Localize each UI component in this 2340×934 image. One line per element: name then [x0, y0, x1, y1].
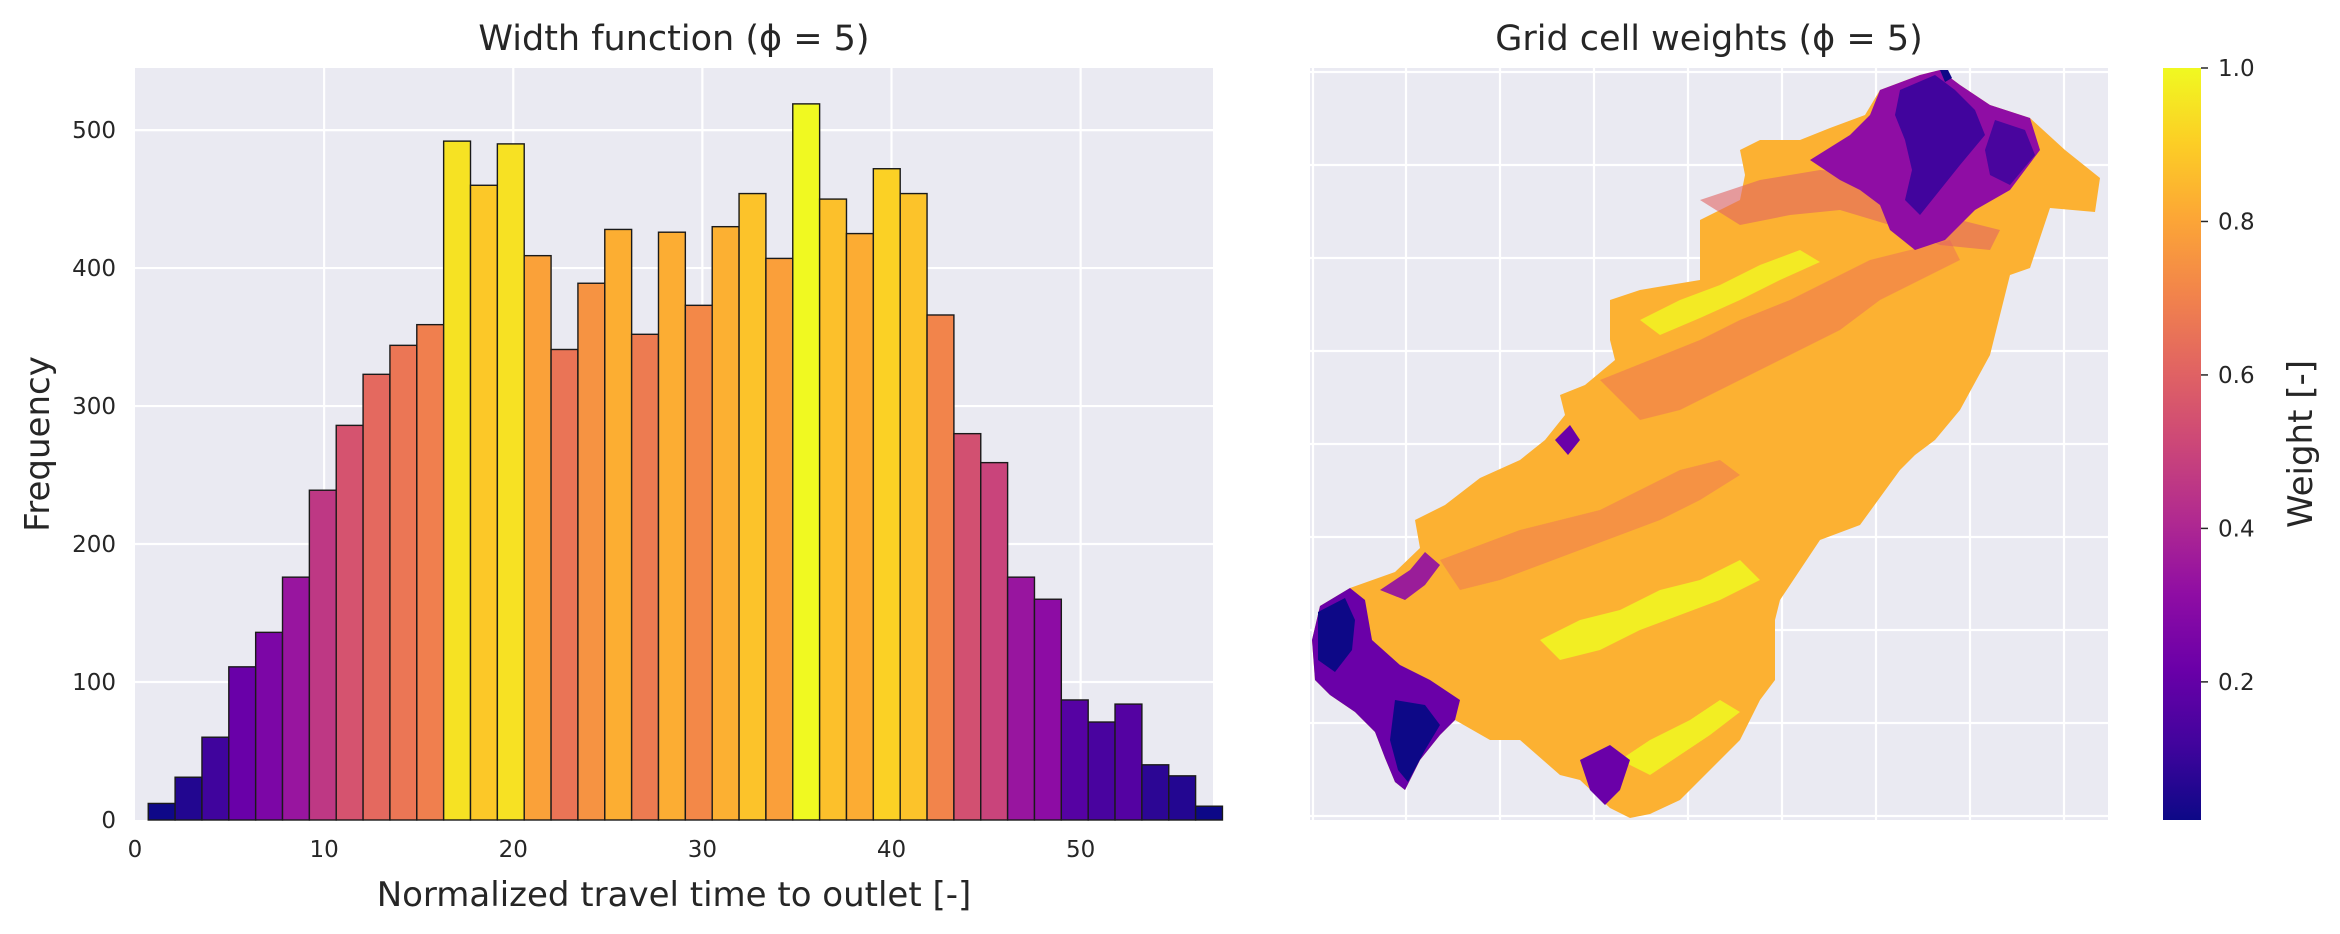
- histogram-y-tick-label: 0: [101, 808, 116, 834]
- headwater-s-purple: [1580, 745, 1630, 805]
- outlet-tip: [1940, 70, 1952, 82]
- weight-band-high-1: [1540, 560, 1760, 660]
- histogram-bar: [416, 323, 445, 821]
- catchment-weights: [1312, 70, 2100, 818]
- histogram-x-tick-labels: 0 10 20 30 40 50: [128, 837, 1096, 863]
- colorbar: 0.2 0.4 0.6 0.8 1.0 Weight [-]: [2163, 56, 2321, 820]
- histogram-y-tick-label: 400: [72, 256, 116, 282]
- histogram-bar: [926, 314, 955, 821]
- histogram-bar: [765, 257, 794, 821]
- histogram-bar: [174, 776, 203, 821]
- histogram-bar: [228, 666, 257, 821]
- histogram-bar: [711, 225, 740, 821]
- weight-band-high-2: [1640, 250, 1820, 335]
- histogram-x-tick-label: 30: [688, 837, 717, 863]
- histogram-bar: [1033, 598, 1063, 821]
- colorbar-label: Weight [-]: [2281, 360, 2321, 528]
- histogram-bar: [1006, 576, 1036, 821]
- histogram-bar: [335, 424, 364, 821]
- histogram-bar: [684, 304, 713, 821]
- histogram-bar: [523, 254, 552, 821]
- histogram-x-tick-label: 40: [877, 837, 906, 863]
- colorbar-tick-label: 0.4: [2218, 516, 2255, 542]
- histogram-x-axis-label: Normalized travel time to outlet [-]: [377, 875, 972, 915]
- histogram-x-tick-label: 10: [309, 837, 338, 863]
- histogram-bar: [953, 432, 982, 821]
- histogram-bar: [442, 140, 472, 821]
- histogram-bar: [389, 344, 418, 821]
- headwater-sw-dark-2: [1390, 700, 1440, 782]
- histogram-bar: [980, 461, 1009, 821]
- histogram-bar: [469, 184, 499, 821]
- histogram-bar: [1141, 764, 1170, 821]
- histogram-title: Width function (ϕ = 5): [478, 19, 869, 59]
- histogram-bar: [1194, 805, 1224, 821]
- histogram-x-tick-label: 0: [128, 837, 143, 863]
- headwater-ne-dark: [1895, 75, 1985, 215]
- colorbar-tick-label: 0.8: [2218, 209, 2255, 235]
- colorbar-tick-label: 1.0: [2218, 56, 2255, 82]
- histogram-y-tick-label: 500: [72, 118, 116, 144]
- headwater-ne-dark-2: [1985, 120, 2035, 185]
- headwater-sw-dark-1: [1318, 598, 1355, 672]
- weight-band-mid-2: [1440, 460, 1740, 590]
- weights-map-title: Grid cell weights (ϕ = 5): [1495, 19, 1923, 59]
- histogram-bar: [308, 489, 337, 821]
- histogram-bar: [604, 228, 633, 821]
- colorbar-gradient-bar: [2163, 68, 2201, 820]
- histogram-bar: [147, 802, 176, 821]
- colorbar-tick-labels: 0.2 0.4 0.6 0.8 1.0: [2201, 56, 2255, 696]
- histogram-x-tick-label: 20: [499, 837, 528, 863]
- histogram-chart: 0 10 20 30 40 50 0 100 200 300 400 500 Width funct…: [18, 19, 1224, 915]
- colorbar-tick-label: 0.2: [2218, 670, 2255, 696]
- weight-band-high-3: [1620, 700, 1740, 775]
- histogram-bar: [1060, 699, 1089, 821]
- spot-purple-w: [1555, 425, 1580, 455]
- histogram-bar: [281, 576, 311, 821]
- histogram-bar: [1087, 721, 1116, 821]
- weight-band-mid-1: [1600, 240, 1960, 420]
- histogram-x-tick-label: 50: [1066, 837, 1095, 863]
- histogram-bar: [738, 192, 767, 821]
- histogram-y-tick-labels: 0 100 200 300 400 500: [72, 118, 116, 834]
- colorbar-tick-label: 0.6: [2218, 363, 2255, 389]
- histogram-bar: [577, 282, 606, 821]
- weights-map-chart: [1310, 68, 2108, 820]
- histogram-bar: [1168, 775, 1197, 821]
- histogram-bar: [550, 348, 579, 821]
- histogram-y-tick-label: 100: [72, 670, 116, 696]
- histogram-bar: [845, 232, 875, 821]
- histogram-bar: [899, 192, 928, 821]
- histogram-y-axis-label: Frequency: [18, 356, 58, 532]
- histogram-bars: [147, 103, 1224, 821]
- histogram-bar: [818, 198, 848, 821]
- histogram-bar: [496, 143, 525, 821]
- histogram-y-tick-label: 300: [72, 394, 116, 420]
- histogram-bar: [792, 103, 821, 821]
- histogram-bar: [201, 736, 230, 821]
- headwater-sw-purple-2: [1380, 552, 1440, 600]
- histogram-bar: [1114, 703, 1143, 821]
- histogram-bar: [872, 168, 901, 821]
- histogram-bar: [254, 631, 284, 821]
- histogram-y-tick-label: 200: [72, 532, 116, 558]
- histogram-bar: [630, 333, 660, 821]
- histogram-bar: [362, 373, 391, 821]
- histogram-bar: [657, 231, 687, 821]
